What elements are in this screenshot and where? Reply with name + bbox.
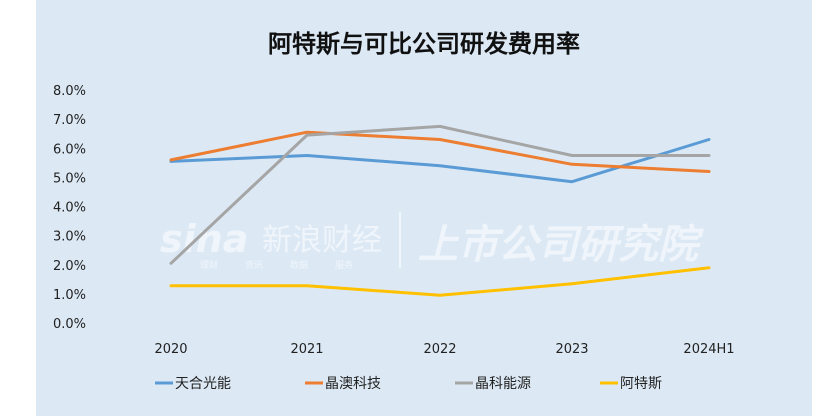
watermark-sub: 数据 [290, 259, 308, 271]
series-line [169, 130, 711, 173]
y-tick-label: 0.0% [53, 317, 86, 332]
y-tick-label: 3.0% [53, 230, 86, 245]
x-tick-label: 2021 [290, 342, 323, 357]
x-tick-label: 2024H1 [683, 342, 734, 357]
y-tick-label: 4.0% [53, 201, 86, 216]
y-tick-label: 5.0% [53, 171, 86, 186]
watermark-sub: 服务 [335, 259, 353, 271]
watermark-brand-cn: 新浪财经 [262, 223, 382, 258]
watermark-brand: sina [160, 217, 248, 261]
legend-label: 天合光能 [175, 376, 231, 392]
legend-label: 晶科能源 [475, 376, 531, 392]
y-tick-label: 1.0% [53, 288, 86, 303]
watermark-sub: 理财 [200, 259, 218, 271]
chart-title: 阿特斯与可比公司研发费用率 [268, 30, 580, 58]
chart-panel [36, 0, 812, 416]
series-line [169, 266, 711, 297]
series-line [169, 138, 711, 184]
x-tick-label: 2023 [555, 342, 588, 357]
y-tick-label: 8.0% [53, 84, 86, 99]
x-tick-label: 2020 [154, 342, 187, 357]
series-line [169, 124, 711, 265]
watermark-sub: 资讯 [245, 260, 263, 271]
legend-label: 阿特斯 [620, 376, 662, 392]
y-tick-label: 6.0% [53, 142, 86, 157]
y-tick-label: 2.0% [53, 259, 86, 274]
legend-label: 晶澳科技 [325, 376, 381, 392]
y-tick-label: 7.0% [53, 113, 86, 128]
x-tick-label: 2022 [423, 342, 456, 357]
watermark-research: 上市公司研究院 [418, 222, 704, 268]
